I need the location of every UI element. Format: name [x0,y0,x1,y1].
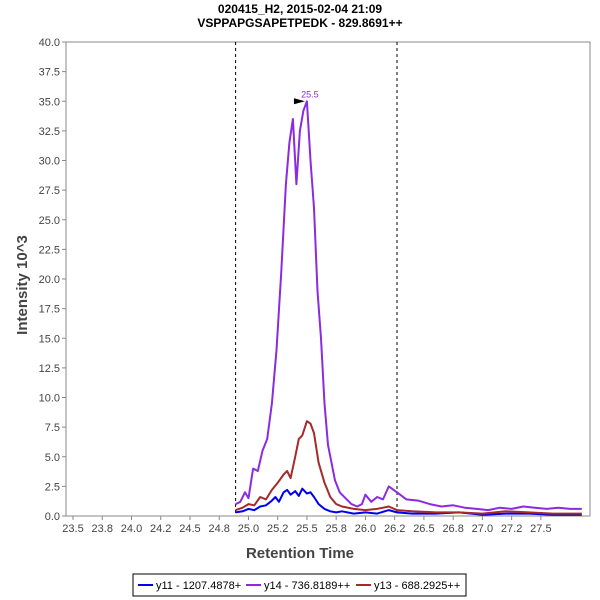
y-tick-label: 30.0 [39,156,60,168]
legend-box [132,573,467,597]
peak-boundaries [235,42,398,516]
x-tick-label: 26.0 [355,523,376,535]
y-tick-label: 27.5 [39,185,60,197]
peak-marker-arrow [293,98,305,105]
y-tick-label: 15.0 [39,333,60,345]
x-tick-label: 24.0 [121,523,142,535]
y-tick-label: 0.0 [45,511,60,523]
y-axis-label: Intensity 10^3 [14,235,31,335]
y-tick-label: 5.0 [45,452,60,464]
x-tick-label: 23.5 [62,523,83,535]
x-axis: 23.5 23.8 24.0 24.2 24.5 24.8 25.0 25.2 25.5 25.8… [62,516,552,535]
series-line [235,420,582,515]
y-tick-label: 12.5 [39,363,60,375]
y-tick-label: 37.5 [39,67,60,79]
x-tick-label: 24.2 [150,523,171,535]
x-axis-label: Retention Time [246,545,354,562]
chart-title: 020415_H2, 2015-02-04 21:09 [218,2,382,16]
x-tick-label: 27.0 [472,523,493,535]
y-tick-label: 2.5 [45,481,60,493]
x-tick-label: 27.2 [501,523,522,535]
x-tick-label: 23.8 [92,523,113,535]
y-tick-label: 10.0 [39,393,60,405]
series-line [235,100,582,512]
x-tick-label: 26.5 [413,523,434,535]
y-tick-label: 7.5 [45,422,60,434]
x-tick-label: 27.5 [530,523,551,535]
x-tick-label: 26.8 [442,523,463,535]
y-tick-label: 25.0 [39,215,60,227]
x-tick-label: 24.8 [209,523,230,535]
legend-entry: y14 - 736.8189++ [264,580,350,592]
y-tick-label: 40.0 [39,37,60,49]
x-tick-label: 25.5 [296,523,317,535]
chart-subtitle: VSPPAPGSAPETPEDK - 829.8691++ [197,16,402,30]
x-tick-label: 25.0 [238,523,259,535]
y-tick-label: 20.0 [39,274,60,286]
x-tick-label: 26.2 [384,523,405,535]
x-tick-label: 24.5 [179,523,200,535]
x-tick-label: 25.8 [325,523,346,535]
y-tick-label: 32.5 [39,126,60,138]
peak-annotation-label: 25.5 [301,89,319,99]
legend: y11 - 1207.4878+ y14 - 736.8189++ y13 - 68… [138,580,460,592]
x-tick-label: 25.2 [267,523,288,535]
y-tick-label: 17.5 [39,304,60,316]
y-tick-label: 35.0 [39,96,60,108]
y-axis: 0.0 2.5 5.0 7.5 10.0 12.5 15.0 17.5 20.0 22.5 25.0… [39,37,66,523]
legend-entry: y11 - 1207.4878+ [156,580,241,592]
legend-entry: y13 - 688.2925++ [374,580,460,592]
y-tick-label: 22.5 [39,244,60,256]
series-lines [235,100,582,516]
peak-annotation: 25.5 [293,89,319,105]
